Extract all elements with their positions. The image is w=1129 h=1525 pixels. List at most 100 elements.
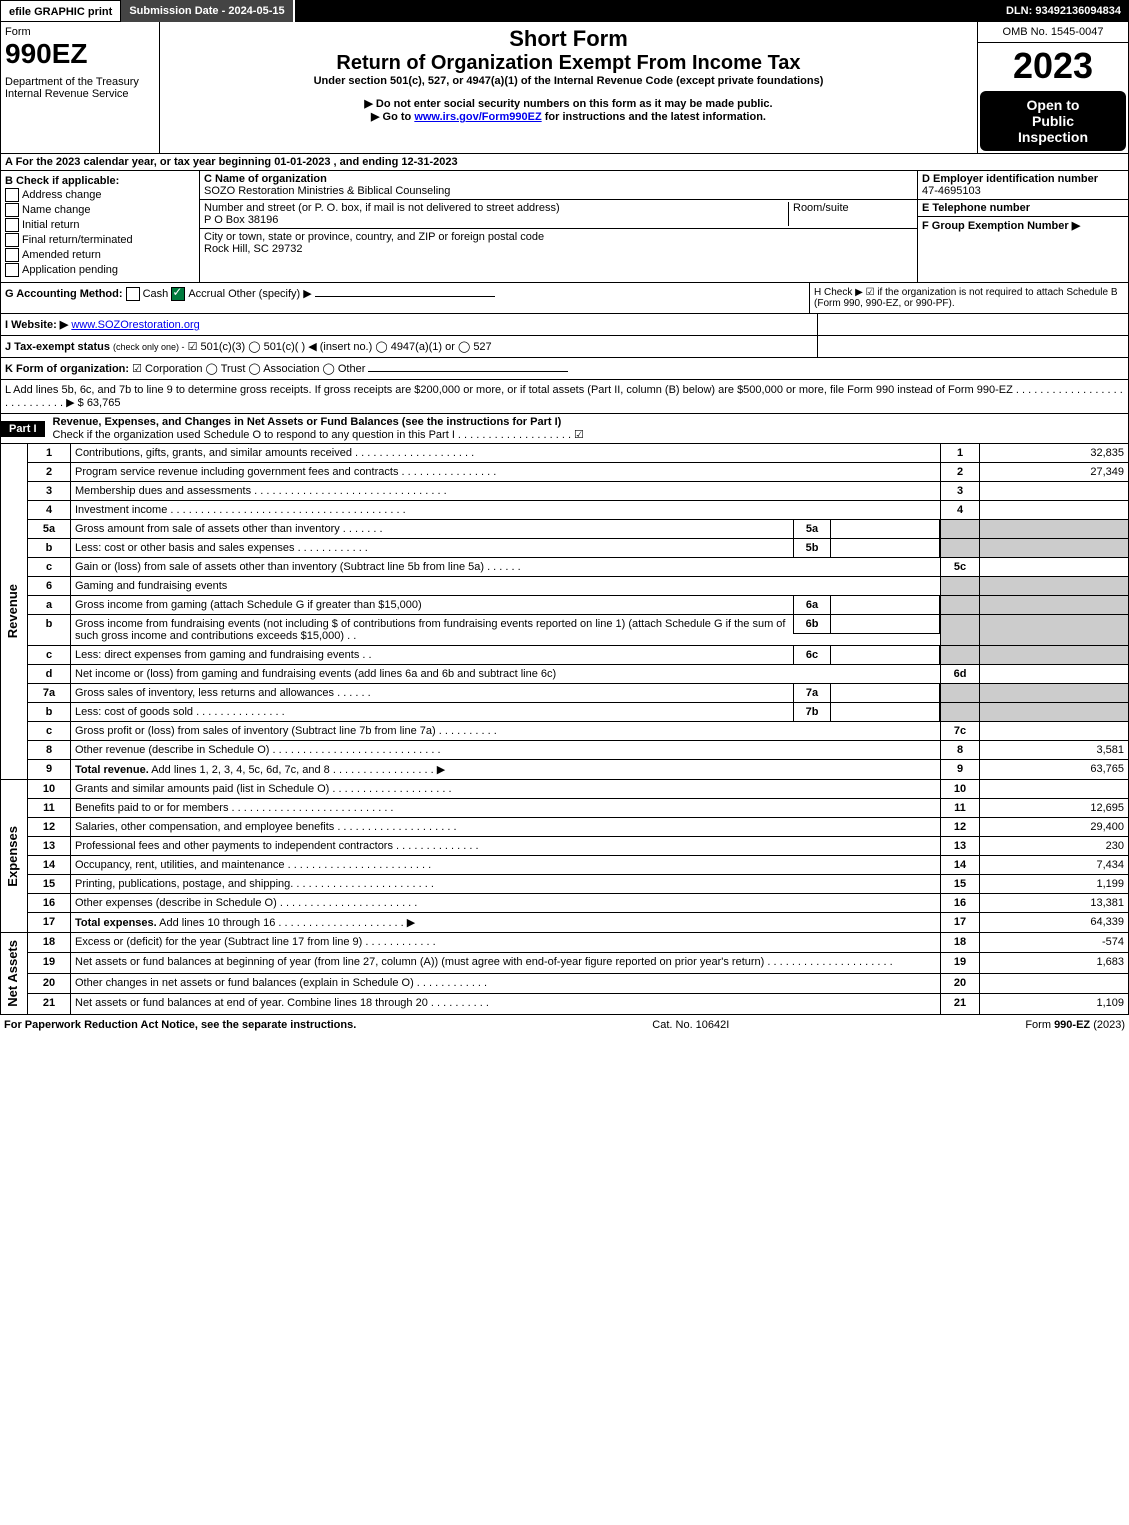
line-number: b: [28, 703, 71, 722]
open1: Open to: [984, 97, 1122, 113]
line-box: [941, 646, 980, 665]
chk-application-pending[interactable]: Application pending: [5, 263, 195, 277]
i-row: I Website: ▶ www.SOZOrestoration.org: [0, 314, 1129, 336]
line-amount: [980, 703, 1129, 722]
line-amount: 230: [980, 837, 1129, 856]
table-row: 2Program service revenue including gover…: [1, 463, 1129, 482]
netassets-table: Net Assets18Excess or (deficit) for the …: [0, 933, 1129, 1015]
table-row: dNet income or (loss) from gaming and fu…: [1, 665, 1129, 684]
f-row: F Group Exemption Number ▶: [918, 217, 1128, 234]
line-amount: [980, 646, 1129, 665]
open3: Inspection: [984, 129, 1122, 145]
chk-final-return[interactable]: Final return/terminated: [5, 233, 195, 247]
line-box: 2: [941, 463, 980, 482]
line-amount: [980, 684, 1129, 703]
org-city: Rock Hill, SC 29732: [204, 243, 302, 255]
line-amount: [980, 615, 1129, 646]
line-amount: 64,339: [980, 913, 1129, 933]
line-number: 12: [28, 818, 71, 837]
line-desc: Membership dues and assessments . . . . …: [71, 482, 941, 501]
table-row: 8Other revenue (describe in Schedule O) …: [1, 741, 1129, 760]
line-number: c: [28, 646, 71, 665]
part1-header: Part I Revenue, Expenses, and Changes in…: [0, 414, 1129, 444]
line-amount: [980, 780, 1129, 799]
box-def: D Employer identification number 47-4695…: [917, 171, 1128, 282]
line-amount: 1,683: [980, 953, 1129, 973]
revenue-table: Revenue1Contributions, gifts, grants, an…: [0, 444, 1129, 780]
chk-amended-return[interactable]: Amended return: [5, 248, 195, 262]
line-number: 10: [28, 780, 71, 799]
table-row: Net Assets18Excess or (deficit) for the …: [1, 933, 1129, 953]
top-bar: efile GRAPHIC print Submission Date - 20…: [0, 0, 1129, 22]
table-row: 5aGross amount from sale of assets other…: [1, 520, 1129, 539]
c-name-row: C Name of organization SOZO Restoration …: [200, 171, 917, 200]
table-row: 4Investment income . . . . . . . . . . .…: [1, 501, 1129, 520]
line-box: 17: [941, 913, 980, 933]
ein: 47-4695103: [922, 185, 981, 197]
chk-accrual[interactable]: [171, 287, 185, 301]
g-accrual: Accrual: [188, 288, 225, 300]
c-addr-label: Number and street (or P. O. box, if mail…: [204, 202, 560, 214]
dept-label: Department of the Treasury: [5, 76, 155, 88]
side-label: Expenses: [1, 780, 28, 933]
line-amount: [980, 973, 1129, 993]
line-desc: Total expenses. Add lines 10 through 16 …: [71, 913, 941, 933]
k-other-input[interactable]: [368, 371, 568, 372]
line-number: 17: [28, 913, 71, 933]
line-box: [941, 520, 980, 539]
g-other-input[interactable]: [315, 296, 495, 297]
line-box: [941, 596, 980, 615]
table-row: cGain or (loss) from sale of assets othe…: [1, 558, 1129, 577]
line-desc: Other revenue (describe in Schedule O) .…: [71, 741, 941, 760]
line-desc: Gross amount from sale of assets other t…: [71, 520, 941, 539]
line-box: 15: [941, 875, 980, 894]
table-row: 11Benefits paid to or for members . . . …: [1, 799, 1129, 818]
line-number: 19: [28, 953, 71, 973]
irs-link[interactable]: www.irs.gov/Form990EZ: [414, 111, 541, 123]
line-amount: [980, 558, 1129, 577]
g-label: G Accounting Method:: [5, 288, 123, 300]
footer-right-pre: Form: [1025, 1019, 1054, 1031]
line-amount: 12,695: [980, 799, 1129, 818]
line-box: 11: [941, 799, 980, 818]
line-amount: 3,581: [980, 741, 1129, 760]
j-note: (check only one) -: [113, 342, 185, 352]
chk-cash[interactable]: [126, 287, 140, 301]
chk-address-change[interactable]: Address change: [5, 188, 195, 202]
print-link[interactable]: print: [88, 6, 112, 18]
title-return: Return of Organization Exempt From Incom…: [168, 52, 969, 75]
side-label: Revenue: [1, 444, 28, 780]
line-amount: [980, 577, 1129, 596]
website-link[interactable]: www.SOZOrestoration.org: [71, 319, 199, 331]
table-row: Expenses10Grants and similar amounts pai…: [1, 780, 1129, 799]
box-b: B Check if applicable: Address change Na…: [1, 171, 200, 282]
form-label: Form: [5, 26, 155, 38]
side-label: Net Assets: [1, 933, 28, 1014]
chk-name-change[interactable]: Name change: [5, 203, 195, 217]
line-amount: [980, 665, 1129, 684]
line-box: 21: [941, 994, 980, 1014]
line-amount: 32,835: [980, 444, 1129, 463]
line-box: 20: [941, 973, 980, 993]
line-desc: Printing, publications, postage, and shi…: [71, 875, 941, 894]
b-label: B Check if applicable:: [5, 175, 195, 187]
line-number: 7a: [28, 684, 71, 703]
line-a: A For the 2023 calendar year, or tax yea…: [0, 154, 1129, 171]
part1-title: Revenue, Expenses, and Changes in Net As…: [53, 416, 1120, 428]
header-center: Short Form Return of Organization Exempt…: [160, 22, 977, 153]
line-number: 15: [28, 875, 71, 894]
f-label: F Group Exemption Number ▶: [922, 220, 1080, 232]
org-address: P O Box 38196: [204, 214, 278, 226]
line-desc: Salaries, other compensation, and employ…: [71, 818, 941, 837]
header-left: Form 990EZ Department of the Treasury In…: [1, 22, 160, 153]
line-desc: Investment income . . . . . . . . . . . …: [71, 501, 941, 520]
chk-initial-return[interactable]: Initial return: [5, 218, 195, 232]
g-cash: Cash: [143, 288, 169, 300]
line-box: 10: [941, 780, 980, 799]
table-row: 9Total revenue. Add lines 1, 2, 3, 4, 5c…: [1, 760, 1129, 780]
line-number: 18: [28, 933, 71, 953]
table-row: 17Total expenses. Add lines 10 through 1…: [1, 913, 1129, 933]
d-row: D Employer identification number 47-4695…: [918, 171, 1128, 200]
org-name: SOZO Restoration Ministries & Biblical C…: [204, 185, 450, 197]
line-number: 5a: [28, 520, 71, 539]
